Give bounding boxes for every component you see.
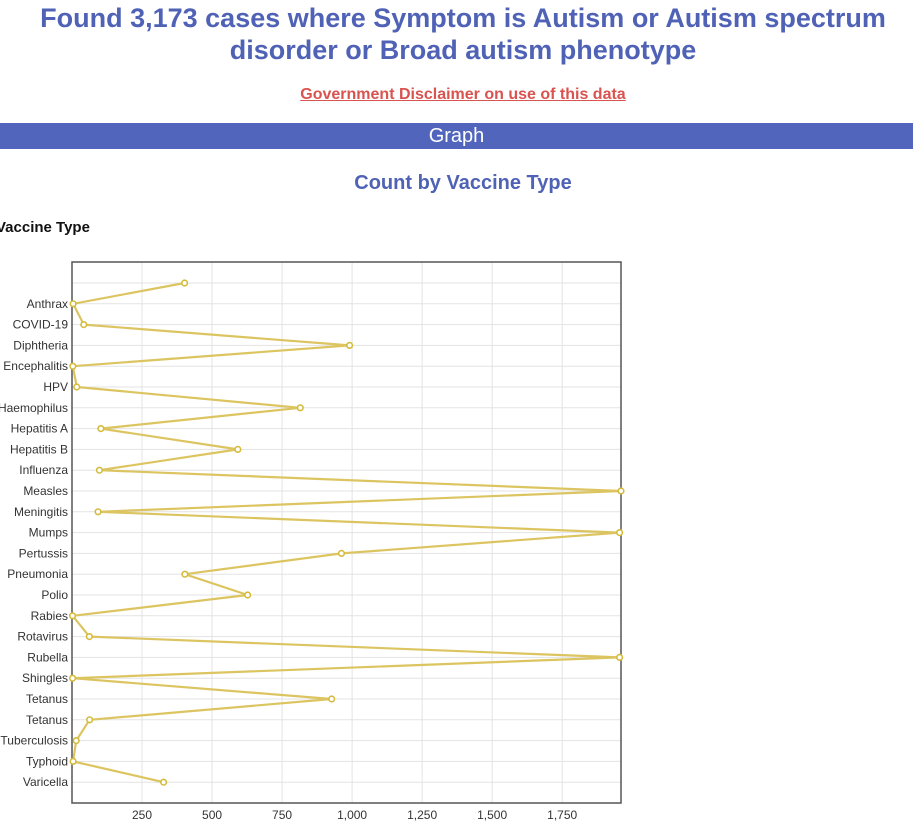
data-point	[94, 508, 102, 516]
data-point	[68, 612, 77, 620]
data-point	[72, 736, 80, 745]
data-point	[244, 591, 252, 599]
data-point	[97, 425, 105, 433]
y-tick-label: Rubella	[27, 650, 68, 664]
data-point	[234, 445, 242, 454]
y-tick-label: Typhoid	[26, 754, 68, 768]
data-point	[337, 549, 346, 558]
graph-section-header: Graph	[0, 123, 913, 149]
data-point	[80, 321, 88, 329]
chart-title: Count by Vaccine Type	[354, 172, 572, 194]
y-tick-label: Meningitis	[14, 505, 68, 519]
data-point	[615, 528, 624, 537]
page-title: Found 3,173 cases where Symptom is Autis…	[40, 3, 886, 65]
y-tick-label: Measles	[23, 484, 68, 498]
y-tick-label: Mumps	[29, 526, 68, 540]
y-tick-label: Shingles	[22, 671, 68, 685]
x-tick-label: 1,750	[547, 808, 577, 822]
data-point	[69, 300, 77, 308]
data-point	[345, 341, 354, 350]
x-tick-label: 1,000	[337, 808, 367, 822]
y-tick-label: Varicella	[23, 775, 68, 789]
y-tick-label: HPV	[43, 380, 68, 394]
data-point	[69, 362, 77, 370]
data-point	[95, 466, 104, 474]
y-tick-label: Hepatitis A	[11, 422, 68, 436]
x-tick-label: 500	[202, 808, 222, 822]
x-tick-label: 1,250	[407, 808, 437, 822]
y-tick-label: Influenza	[19, 463, 68, 477]
disclaimer-link[interactable]: Government Disclaimer on use of this dat…	[300, 86, 626, 103]
data-point	[85, 632, 93, 641]
data-point	[73, 383, 81, 391]
y-axis-title: Vaccine Type	[0, 219, 90, 236]
y-tick-label: Anthrax	[27, 297, 68, 311]
y-tick-label: Tetanus	[26, 692, 68, 706]
data-point	[181, 279, 189, 287]
data-point	[615, 653, 624, 662]
y-tick-label: Rabies	[31, 609, 68, 623]
y-tick-label: Haemophilus	[0, 401, 68, 415]
y-tick-label: Diphtheria	[13, 338, 68, 352]
y-tick-label: Tetanus	[26, 713, 68, 727]
y-tick-label: Polio	[41, 588, 68, 602]
x-tick-label: 750	[272, 808, 292, 822]
data-point	[68, 674, 77, 682]
data-point	[181, 570, 189, 578]
data-point	[159, 778, 168, 786]
data-point	[617, 487, 625, 495]
data-point	[69, 757, 77, 766]
data-point	[328, 695, 336, 703]
y-tick-label: Encephalitis	[3, 359, 68, 373]
y-tick-label: COVID-19	[13, 318, 69, 332]
y-tick-label: Hepatitis B	[10, 442, 68, 456]
x-tick-label: 1,500	[477, 808, 507, 822]
y-tick-label: Pertussis	[19, 546, 68, 560]
y-tick-label: Pneumonia	[7, 567, 68, 581]
data-point	[296, 404, 304, 412]
x-tick-label: 250	[132, 808, 152, 822]
y-tick-label: Rotavirus	[17, 630, 68, 644]
data-point	[86, 716, 94, 724]
y-tick-label: Tuberculosis	[0, 734, 68, 748]
